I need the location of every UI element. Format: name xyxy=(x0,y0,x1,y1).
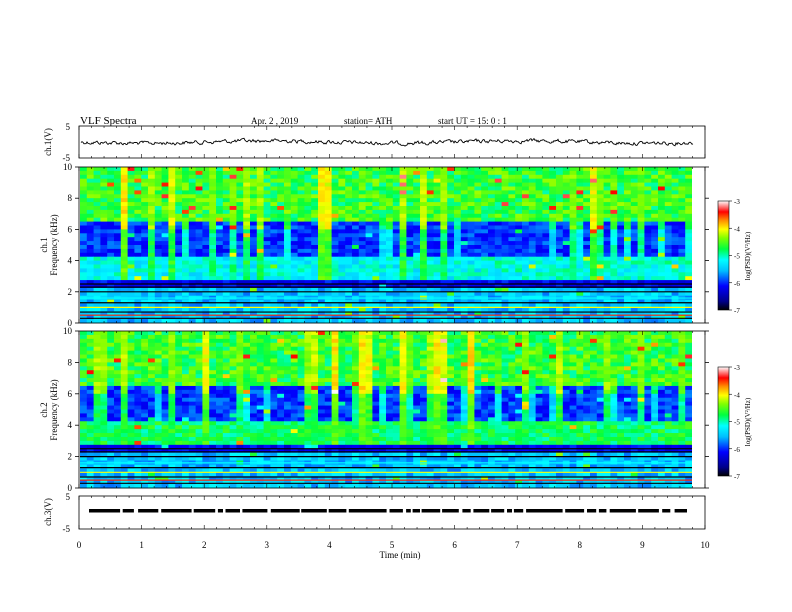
ch1-spec-ytick-0: 0 xyxy=(68,318,73,328)
ch1-cbtick--7: -7 xyxy=(734,307,740,315)
time-xtick-6: 6 xyxy=(452,540,457,550)
time-xtick-3: 3 xyxy=(265,540,270,550)
time-xtick-5: 5 xyxy=(390,540,395,550)
time-xtick-2: 2 xyxy=(202,540,207,550)
ch2-spec-ytick-0: 0 xyxy=(68,483,73,493)
ch1-channel-label: ch.1 xyxy=(39,237,49,252)
ch2-cbtick--6: -6 xyxy=(734,446,740,454)
ch2-colorbar-label: log(PSD)(V²/Hz) xyxy=(744,397,752,446)
ch1-spectrogram-image xyxy=(80,167,704,324)
ch1-cbtick--5: -5 xyxy=(734,253,740,261)
time-xtick-0: 0 xyxy=(77,540,82,550)
ch1-spec-ytick-4: 4 xyxy=(68,256,73,266)
ch3-ylabel: ch.3(V) xyxy=(43,498,53,526)
ch2-cbtick--4: -4 xyxy=(734,391,740,399)
ch1-spec-ytick-10: 10 xyxy=(63,162,73,172)
ch2-cbtick--3: -3 xyxy=(734,364,740,372)
time-xtick-1: 1 xyxy=(139,540,144,550)
ch1-cbtick--6: -6 xyxy=(734,280,740,288)
ch1-ytick-bottom: -5 xyxy=(63,153,71,163)
ch1-waveform-line xyxy=(80,137,694,147)
ch2-spectrogram-image xyxy=(80,331,704,489)
time-xtick-7: 7 xyxy=(515,540,520,550)
ch3-ytick-top: 5 xyxy=(66,492,71,502)
ch2-spec-ytick-6: 6 xyxy=(68,389,73,399)
date-label: Apr. 2 , 2019 xyxy=(251,116,299,126)
ch1-waveform-panel: 5 -5 ch.1(V) xyxy=(43,122,706,163)
start-time-label: start UT = 15: 0 : 1 xyxy=(438,116,507,126)
ch3-signal-line xyxy=(89,509,687,513)
ch2-spec-ytick-8: 8 xyxy=(68,357,73,367)
figure-title: VLF Spectra xyxy=(80,115,137,127)
ch1-spec-ytick-8: 8 xyxy=(68,193,73,203)
ch2-cbtick--5: -5 xyxy=(734,419,740,427)
ch1-cbtick--4: -4 xyxy=(734,225,740,233)
ch2-channel-label: ch.2 xyxy=(39,402,49,417)
ch1-ytick-top: 5 xyxy=(66,122,71,132)
time-xtick-9: 9 xyxy=(640,540,645,550)
ch1-frequency-axis-label: Frequency (kHz) xyxy=(49,214,59,275)
ch1-cbtick--3: -3 xyxy=(734,198,740,206)
ch1-colorbar: -3 -4 -5 -6 -7 log(PSD)(V²/Hz) xyxy=(717,198,752,315)
time-axis-label: Time (min) xyxy=(380,550,421,560)
ch3-ytick-bottom: -5 xyxy=(63,524,71,534)
ch2-frequency-axis-label: Frequency (kHz) xyxy=(49,379,59,440)
ch1-colorbar-label: log(PSD)(V²/Hz) xyxy=(744,231,752,280)
ch2-spectrogram-panel: 0 2 4 6 8 10 ch.2 Frequency (kHz) xyxy=(39,326,709,493)
ch1-spec-ytick-6: 6 xyxy=(68,224,73,234)
ch1-ylabel: ch.1(V) xyxy=(43,128,53,156)
ch1-spectrogram-panel: 0 2 4 6 8 10 ch.1 Frequency (kHz) xyxy=(39,162,709,328)
ch1-spec-ytick-2: 2 xyxy=(68,287,73,297)
time-axis: 0 1 2 3 4 5 6 7 8 9 10 xyxy=(77,126,710,550)
ch2-spec-ytick-10: 10 xyxy=(63,326,73,336)
time-xtick-8: 8 xyxy=(578,540,583,550)
time-xtick-4: 4 xyxy=(327,540,332,550)
ch2-spec-ytick-4: 4 xyxy=(68,420,73,430)
ch2-spec-ytick-2: 2 xyxy=(68,452,73,462)
time-xtick-10: 10 xyxy=(701,540,711,550)
ch3-panel: 5 -5 ch.3(V) xyxy=(43,492,706,534)
ch2-colorbar: -3 -4 -5 -6 -7 log(PSD)(V²/Hz) xyxy=(717,364,752,481)
station-label: station= ATH xyxy=(344,116,393,126)
ch2-cbtick--7: -7 xyxy=(734,473,740,481)
